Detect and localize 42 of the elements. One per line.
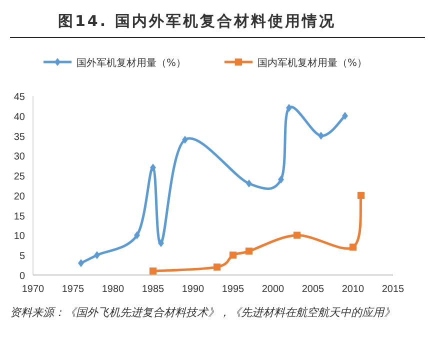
x-tick-label: 1990 <box>182 284 205 295</box>
point <box>342 112 348 120</box>
point <box>278 176 284 184</box>
x-tick-label: 2005 <box>302 284 325 295</box>
point <box>318 132 324 140</box>
x-tick-label: 2015 <box>382 284 405 295</box>
x-tick-label: 1985 <box>142 284 165 295</box>
point <box>294 232 300 239</box>
y-tick-label: 30 <box>14 152 26 163</box>
x-tick-label: 1995 <box>222 284 245 295</box>
point <box>158 239 164 248</box>
x-tick-label: 2010 <box>342 284 365 295</box>
y-tick-label: 20 <box>14 191 26 202</box>
point <box>246 248 252 255</box>
point <box>94 251 100 260</box>
point <box>358 192 364 199</box>
x-tick-label: 1980 <box>102 284 125 295</box>
text: 资料来源：《国外飞机先进复合材料技术》，《先进材料在航空航天中的应用》 <box>10 305 396 320</box>
point <box>150 164 156 172</box>
x-tick-label: 1975 <box>62 284 85 295</box>
y-tick-label: 35 <box>14 132 26 143</box>
point <box>134 231 140 240</box>
y-tick-label: 40 <box>14 112 26 123</box>
y-tick-label: 45 <box>14 92 26 103</box>
point <box>182 136 188 144</box>
point <box>350 244 356 251</box>
point <box>246 180 252 188</box>
point <box>230 252 236 259</box>
x-tick-label: 1970 <box>22 284 45 295</box>
legend-label: 国内军机复材用量（%） <box>258 57 368 69</box>
legend-label: 国外军机复材用量（%） <box>76 57 186 69</box>
x-tick-label: 2000 <box>262 284 285 295</box>
chart-title: 图14. 国内外军机复合材料使用情况 <box>58 12 336 31</box>
point <box>286 104 292 112</box>
y-tick-label: 5 <box>19 251 26 262</box>
y-tick-label: 25 <box>14 172 26 183</box>
point <box>78 259 84 268</box>
y-tick-label: 0 <box>19 271 26 282</box>
y-tick-label: 15 <box>14 211 26 222</box>
point <box>150 268 156 275</box>
y-tick-label: 10 <box>14 231 26 242</box>
point <box>214 264 220 271</box>
